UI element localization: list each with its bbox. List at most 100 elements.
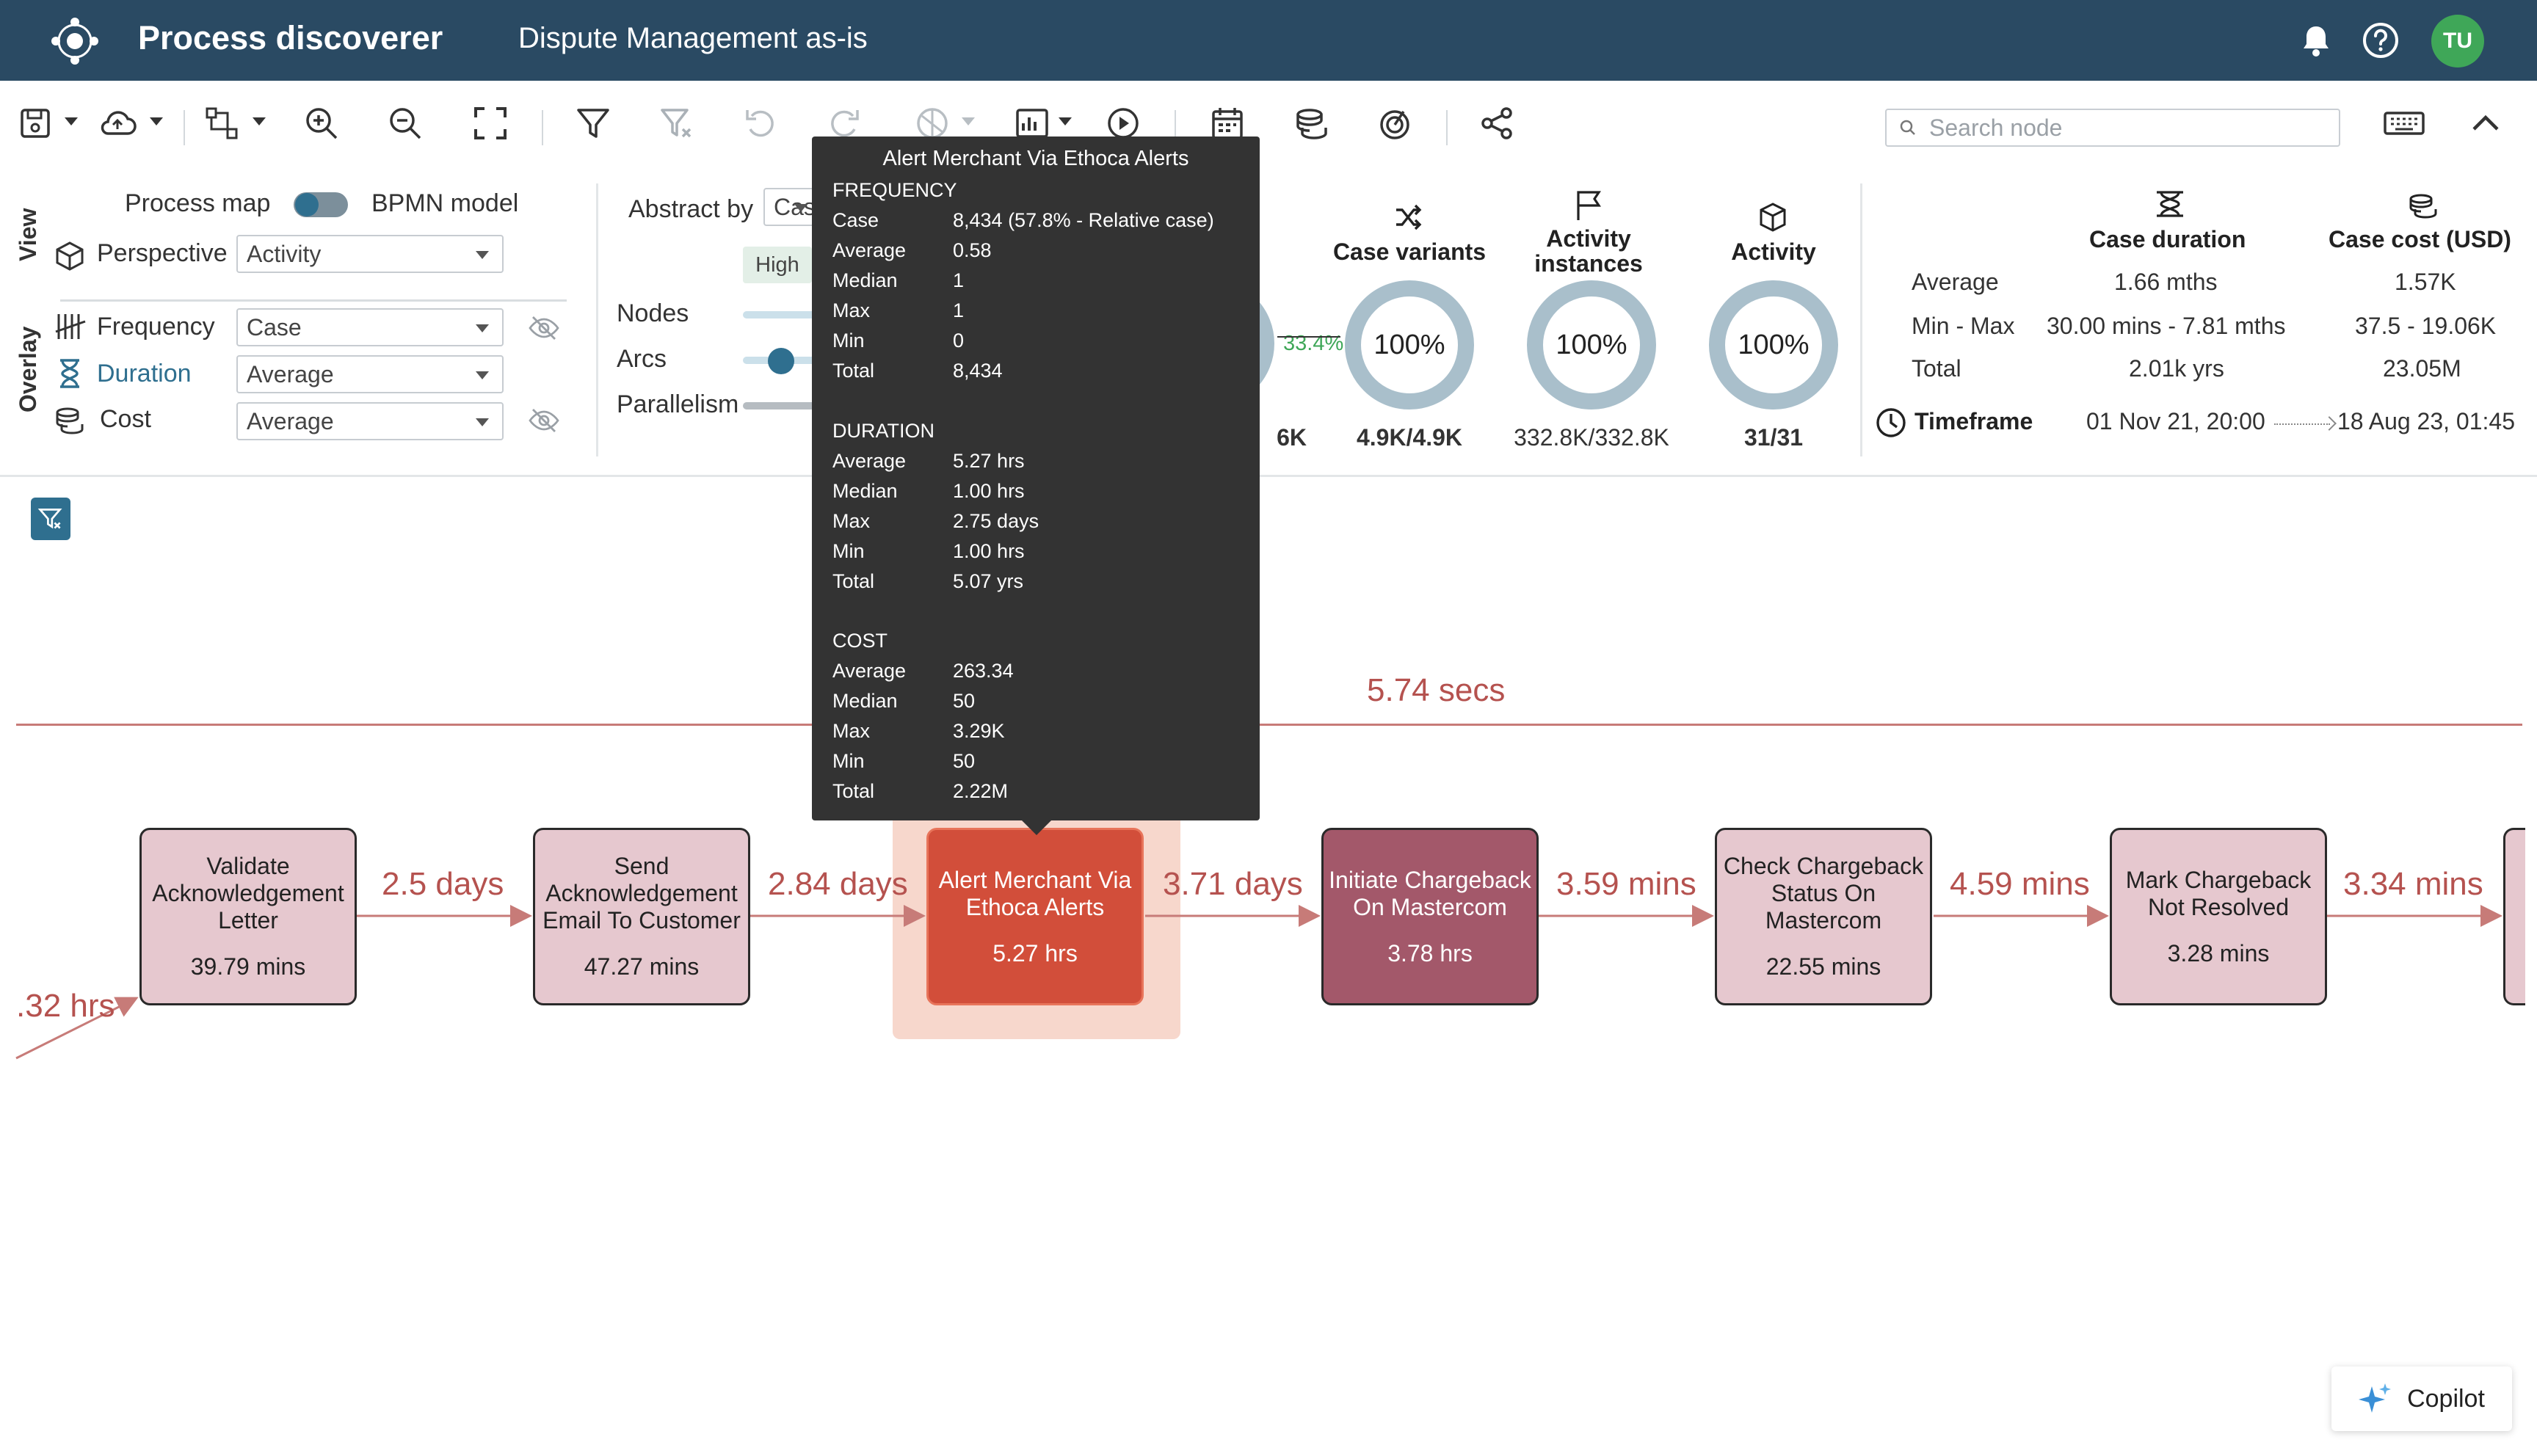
cost-visibility-off-icon[interactable] bbox=[527, 404, 561, 437]
cloud-menu-chevron-icon[interactable] bbox=[150, 117, 163, 125]
app-logo-icon[interactable] bbox=[50, 16, 100, 66]
process-node[interactable]: Validate Acknowledgement Letter 39.79 mi… bbox=[139, 828, 357, 1005]
search-node-field[interactable] bbox=[1885, 109, 2340, 147]
redo-icon[interactable] bbox=[822, 101, 866, 145]
abstract-by-label: Abstract by bbox=[628, 195, 754, 223]
stats-row-label: Total bbox=[1912, 355, 1961, 382]
tooltip-key: Average bbox=[832, 239, 907, 261]
tooltip-key: Min bbox=[832, 540, 865, 562]
tooltip-value: 1.00 hrs bbox=[953, 480, 1025, 502]
case-duration-header: Case duration bbox=[2089, 226, 2246, 252]
filter-icon[interactable] bbox=[571, 101, 615, 145]
save-icon[interactable] bbox=[13, 101, 57, 145]
user-avatar[interactable]: TU bbox=[2431, 15, 2484, 68]
tooltip-section-heading: COST bbox=[832, 630, 888, 652]
animation-menu-chevron-icon[interactable] bbox=[962, 117, 975, 125]
copilot-button[interactable]: Copilot bbox=[2331, 1366, 2512, 1431]
tooltip-key: Median bbox=[832, 269, 898, 291]
arcs-slider-handle[interactable] bbox=[768, 348, 794, 374]
activity-instances-value: 332.8K/332.8K bbox=[1514, 424, 1669, 451]
target-icon[interactable] bbox=[1373, 101, 1417, 145]
nodes-slider[interactable] bbox=[743, 311, 816, 318]
clear-filter-icon[interactable] bbox=[655, 101, 699, 145]
undo-icon[interactable] bbox=[738, 101, 783, 145]
timeframe-start[interactable]: 01 Nov 21, 20:00 bbox=[2086, 408, 2265, 434]
cost-select[interactable]: Average bbox=[236, 402, 504, 440]
case-variants-header: Case variants bbox=[1332, 239, 1487, 265]
tooltip-key: Case bbox=[832, 209, 879, 231]
frequency-visibility-off-icon[interactable] bbox=[527, 311, 561, 345]
process-name: Dispute Management as-is bbox=[518, 22, 868, 54]
toolbar-divider bbox=[184, 110, 185, 145]
nodes-label: Nodes bbox=[617, 299, 689, 327]
notifications-bell-icon[interactable] bbox=[2298, 22, 2334, 59]
panel-divider bbox=[596, 183, 598, 456]
stats-cost-total: 23.05M bbox=[2383, 355, 2461, 382]
node-name: Mark Chargeback Not Resolved bbox=[2125, 866, 2312, 920]
stats-duration-average: 1.66 mths bbox=[2114, 269, 2218, 295]
edge-label: 3.59 mins bbox=[1556, 866, 1696, 902]
frequency-select[interactable]: Case bbox=[236, 308, 504, 346]
activity-value: 31/31 bbox=[1743, 424, 1804, 451]
share-icon[interactable] bbox=[1476, 101, 1520, 145]
high-chip[interactable]: High bbox=[743, 247, 812, 283]
zoom-in-icon[interactable] bbox=[300, 101, 344, 145]
zoom-out-icon[interactable] bbox=[383, 101, 427, 145]
search-node-input[interactable] bbox=[1929, 114, 2326, 142]
node-name: Check Chargeback Status On Mastercom bbox=[1723, 853, 1924, 933]
layout-icon[interactable] bbox=[200, 101, 244, 145]
node-tooltip: Alert Merchant Via Ethoca Alerts FREQUEN… bbox=[812, 136, 1260, 835]
filter-off-icon bbox=[37, 509, 62, 529]
edge-label: 3.34 mins bbox=[2343, 866, 2483, 902]
timeframe-end[interactable]: 18 Aug 23, 01:45 bbox=[2337, 408, 2515, 434]
node-name: Validate Acknowledgement Letter bbox=[152, 853, 344, 933]
parallelism-label: Parallelism bbox=[617, 390, 739, 418]
tooltip-key: Median bbox=[832, 480, 898, 502]
perspective-cube-icon bbox=[56, 241, 84, 271]
node-duration: 5.27 hrs bbox=[992, 939, 1078, 967]
layout-menu-chevron-icon[interactable] bbox=[253, 117, 266, 125]
fit-screen-icon[interactable] bbox=[468, 101, 512, 145]
cloud-upload-icon[interactable] bbox=[95, 101, 139, 145]
process-map-bpmn-toggle[interactable] bbox=[294, 192, 348, 217]
activity-header: Activity bbox=[1731, 239, 1816, 265]
panel-divider bbox=[60, 299, 567, 302]
active-filter-badge[interactable] bbox=[31, 498, 70, 540]
duration-select[interactable]: Average bbox=[236, 355, 504, 393]
timeline-label: 5.74 secs bbox=[1367, 672, 1506, 708]
tooltip-key: Average bbox=[832, 660, 907, 682]
incoming-edge[interactable] bbox=[15, 997, 139, 1060]
tooltip-value: 0.58 bbox=[953, 239, 992, 261]
process-node-selected[interactable]: Alert Merchant Via Ethoca Alerts 5.27 hr… bbox=[926, 828, 1144, 1005]
tooltip-key: Median bbox=[832, 690, 898, 712]
process-node[interactable]: Mark Chargeback Not Resolved 3.28 mins bbox=[2110, 828, 2327, 1005]
tooltip-value: 5.27 hrs bbox=[953, 450, 1025, 472]
toolbar-divider bbox=[1175, 110, 1176, 145]
app-title: Process discoverer bbox=[138, 19, 443, 57]
collapse-panel-chevron-up-icon[interactable] bbox=[2464, 101, 2508, 145]
process-node[interactable]: Check Chargeback Status On Mastercom 22.… bbox=[1715, 828, 1932, 1005]
tooltip-value: 263.34 bbox=[953, 660, 1014, 682]
process-node[interactable]: Send Acknowledgement Email To Customer 4… bbox=[533, 828, 750, 1005]
node-duration: 39.79 mins bbox=[190, 953, 306, 980]
node-name: Initiate Chargeback On Mastercom bbox=[1329, 866, 1531, 920]
keyboard-icon[interactable] bbox=[2378, 101, 2430, 145]
process-node-offscreen[interactable] bbox=[2503, 828, 2525, 1005]
tooltip-value: 0 bbox=[953, 330, 965, 352]
frequency-tally-icon bbox=[55, 314, 86, 339]
panel-divider bbox=[1860, 183, 1862, 456]
activity-instances-header: Activity instances bbox=[1534, 225, 1643, 277]
process-node[interactable]: Initiate Chargeback On Mastercom 3.78 hr… bbox=[1321, 828, 1539, 1005]
timeframe-label: Timeframe bbox=[1914, 408, 2033, 434]
parallelism-slider[interactable] bbox=[743, 402, 816, 410]
cost-coins-icon bbox=[56, 407, 84, 434]
duration-label: Duration bbox=[97, 360, 192, 387]
help-icon[interactable] bbox=[2361, 21, 2400, 60]
timeframe-arrow bbox=[2274, 423, 2330, 425]
report-menu-chevron-icon[interactable] bbox=[1059, 117, 1072, 125]
save-menu-chevron-icon[interactable] bbox=[65, 117, 78, 125]
perspective-select[interactable]: Activity bbox=[236, 235, 504, 273]
tooltip-key: Max bbox=[832, 720, 871, 742]
cost-coins-icon[interactable] bbox=[1289, 101, 1333, 145]
calendar-icon[interactable] bbox=[1205, 101, 1249, 145]
